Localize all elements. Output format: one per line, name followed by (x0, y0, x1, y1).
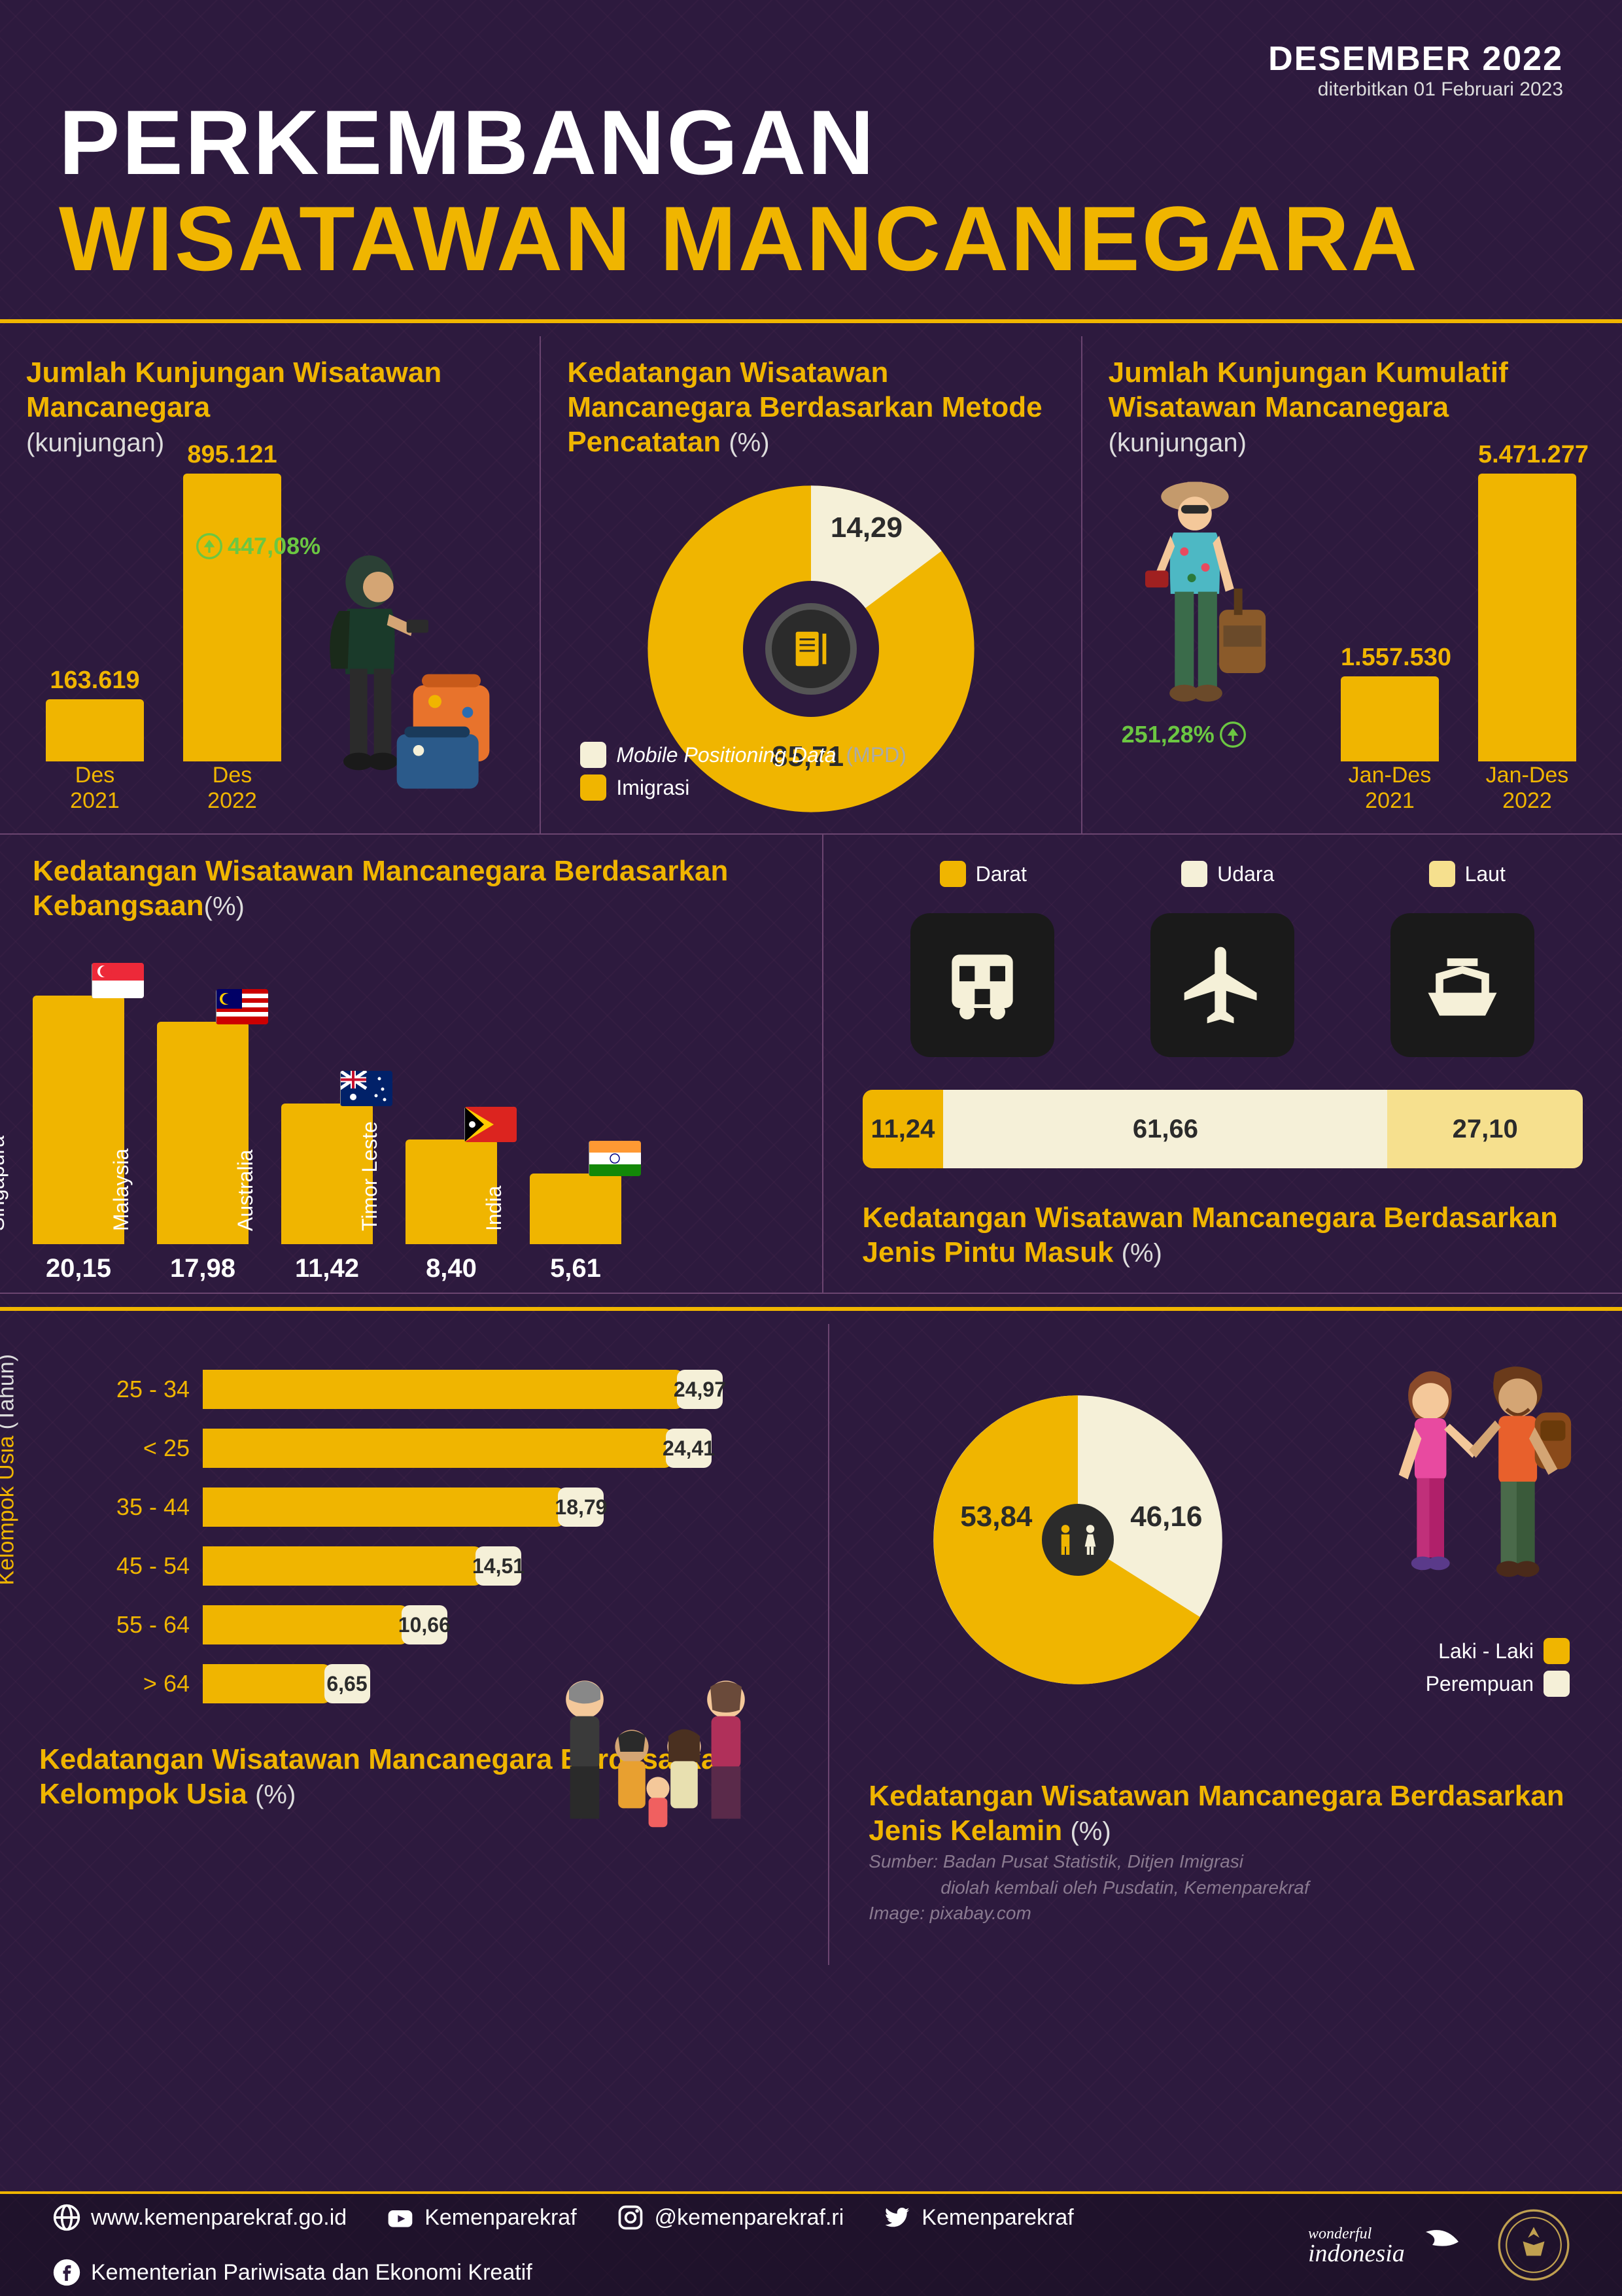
chart2-title: Kedatangan Wisatawan Mancanegara Berdasa… (567, 356, 1054, 459)
facebook-icon (52, 2258, 81, 2287)
nation-bar: India 5,61 (530, 1174, 621, 1244)
chart-gender: 53,84 46,16 Laki - Laki Perempuan (829, 1324, 1622, 1965)
bar: 1.557.530 Jan-Des2021 (1341, 676, 1439, 761)
globe-icon (52, 2203, 81, 2232)
nationality-title: Kedatangan Wisatawan Mancanegara Berdasa… (33, 854, 789, 924)
donut-label-1: 14,29 (831, 512, 903, 544)
divider (0, 319, 1622, 323)
row-2: Kedatangan Wisatawan Mancanegara Berdasa… (0, 835, 1622, 1294)
legend-imigrasi: Imigrasi (580, 774, 906, 801)
transport-segment: 27,10 (1387, 1090, 1582, 1168)
row-1: Jumlah Kunjungan Wisatawan Mancanegara(k… (0, 336, 1622, 835)
row-3: Kelompok Usia (Tahun) 25 - 34 24,97 < 25… (0, 1324, 1622, 1965)
legend-mpd: Mobile Positioning Data (MPD) (580, 742, 906, 768)
date-main: DESEMBER 2022 (1268, 39, 1563, 78)
social-link[interactable]: Kementerian Pariwisata dan Ekonomi Kreat… (52, 2258, 532, 2287)
flag-icon (216, 989, 268, 1024)
age-row: 45 - 54 14,51 (105, 1546, 789, 1586)
transport-legend-item: Laut (1429, 861, 1506, 887)
ship-icon (1390, 913, 1534, 1057)
couple-illustration (1360, 1350, 1596, 1690)
chart-method: Kedatangan Wisatawan Mancanegara Berdasa… (541, 336, 1082, 833)
social-link[interactable]: www.kemenparekraf.go.id (52, 2203, 347, 2232)
transport-legend-item: Darat (940, 861, 1027, 887)
svg-text:indonesia: indonesia (1308, 2240, 1405, 2267)
main-title: PERKEMBANGAN WISATAWAN MANCANEGARA (59, 94, 1563, 287)
gender-center-icon (1042, 1504, 1114, 1576)
traveler-illustration-1 (291, 532, 513, 794)
flag-icon (589, 1141, 641, 1176)
gender-female-label: 46,16 (1130, 1501, 1202, 1533)
bar: 163.619 Des2021 (46, 699, 144, 761)
bar: 5.471.277 Jan-Des2022 (1478, 474, 1576, 761)
flag-icon (92, 963, 144, 998)
age-row: 25 - 34 24,97 (105, 1370, 789, 1409)
chart-cumulative: Jumlah Kunjungan Kumulatif Wisatawan Man… (1082, 336, 1622, 833)
transport-segment: 61,66 (943, 1090, 1387, 1168)
youtube-icon (386, 2203, 415, 2232)
social-link[interactable]: @kemenparekraf.ri (616, 2203, 844, 2232)
transport-legend-item: Udara (1181, 861, 1274, 887)
age-row: 55 - 64 10,66 (105, 1605, 789, 1644)
chart-age: Kelompok Usia (Tahun) 25 - 34 24,97 < 25… (0, 1324, 829, 1965)
chart-nationality: Kedatangan Wisatawan Mancanegara Berdasa… (0, 835, 823, 1293)
date-sub: diterbitkan 01 Februari 2023 (1268, 78, 1563, 101)
chart-transport: Darat Udara Laut 11,2461,6627,10 Kedatan… (823, 835, 1622, 1293)
instagram-icon (616, 2203, 645, 2232)
tourist-illustration (1109, 467, 1292, 742)
wonderful-indonesia-logo: wonderful indonesia (1302, 2212, 1472, 2278)
footer: www.kemenparekraf.go.id Kemenparekraf @k… (0, 2191, 1622, 2296)
date-box: DESEMBER 2022 diterbitkan 01 Februari 20… (1268, 39, 1563, 101)
header: DESEMBER 2022 diterbitkan 01 Februari 20… (0, 0, 1622, 306)
donut-center-icon (765, 603, 857, 695)
age-axis-label: Kelompok Usia (Tahun) (0, 1354, 20, 1585)
seal-icon (1498, 2209, 1570, 2281)
twitter-icon (883, 2203, 912, 2232)
age-row: < 25 24,41 (105, 1429, 789, 1468)
gender-title: Kedatangan Wisatawan Mancanegara Berdasa… (869, 1779, 1622, 1849)
family-illustration (527, 1658, 789, 1867)
plane-icon (1150, 913, 1294, 1057)
source-text: Sumber: Badan Pusat Statistik, Ditjen Im… (869, 1849, 1309, 1926)
transport-segment: 11,24 (863, 1090, 944, 1168)
divider-2 (0, 1307, 1622, 1311)
social-link[interactable]: Kemenparekraf (386, 2203, 576, 2232)
bar: 895.121 Des2022 (183, 474, 281, 761)
bus-icon (910, 913, 1054, 1057)
social-link[interactable]: Kemenparekraf (883, 2203, 1073, 2232)
transport-title: Kedatangan Wisatawan Mancanegara Berdasa… (863, 1201, 1583, 1270)
gender-male-label: 53,84 (960, 1501, 1032, 1533)
chart-visits: Jumlah Kunjungan Wisatawan Mancanegara(k… (0, 336, 541, 833)
age-row: 35 - 44 18,79 (105, 1487, 789, 1527)
